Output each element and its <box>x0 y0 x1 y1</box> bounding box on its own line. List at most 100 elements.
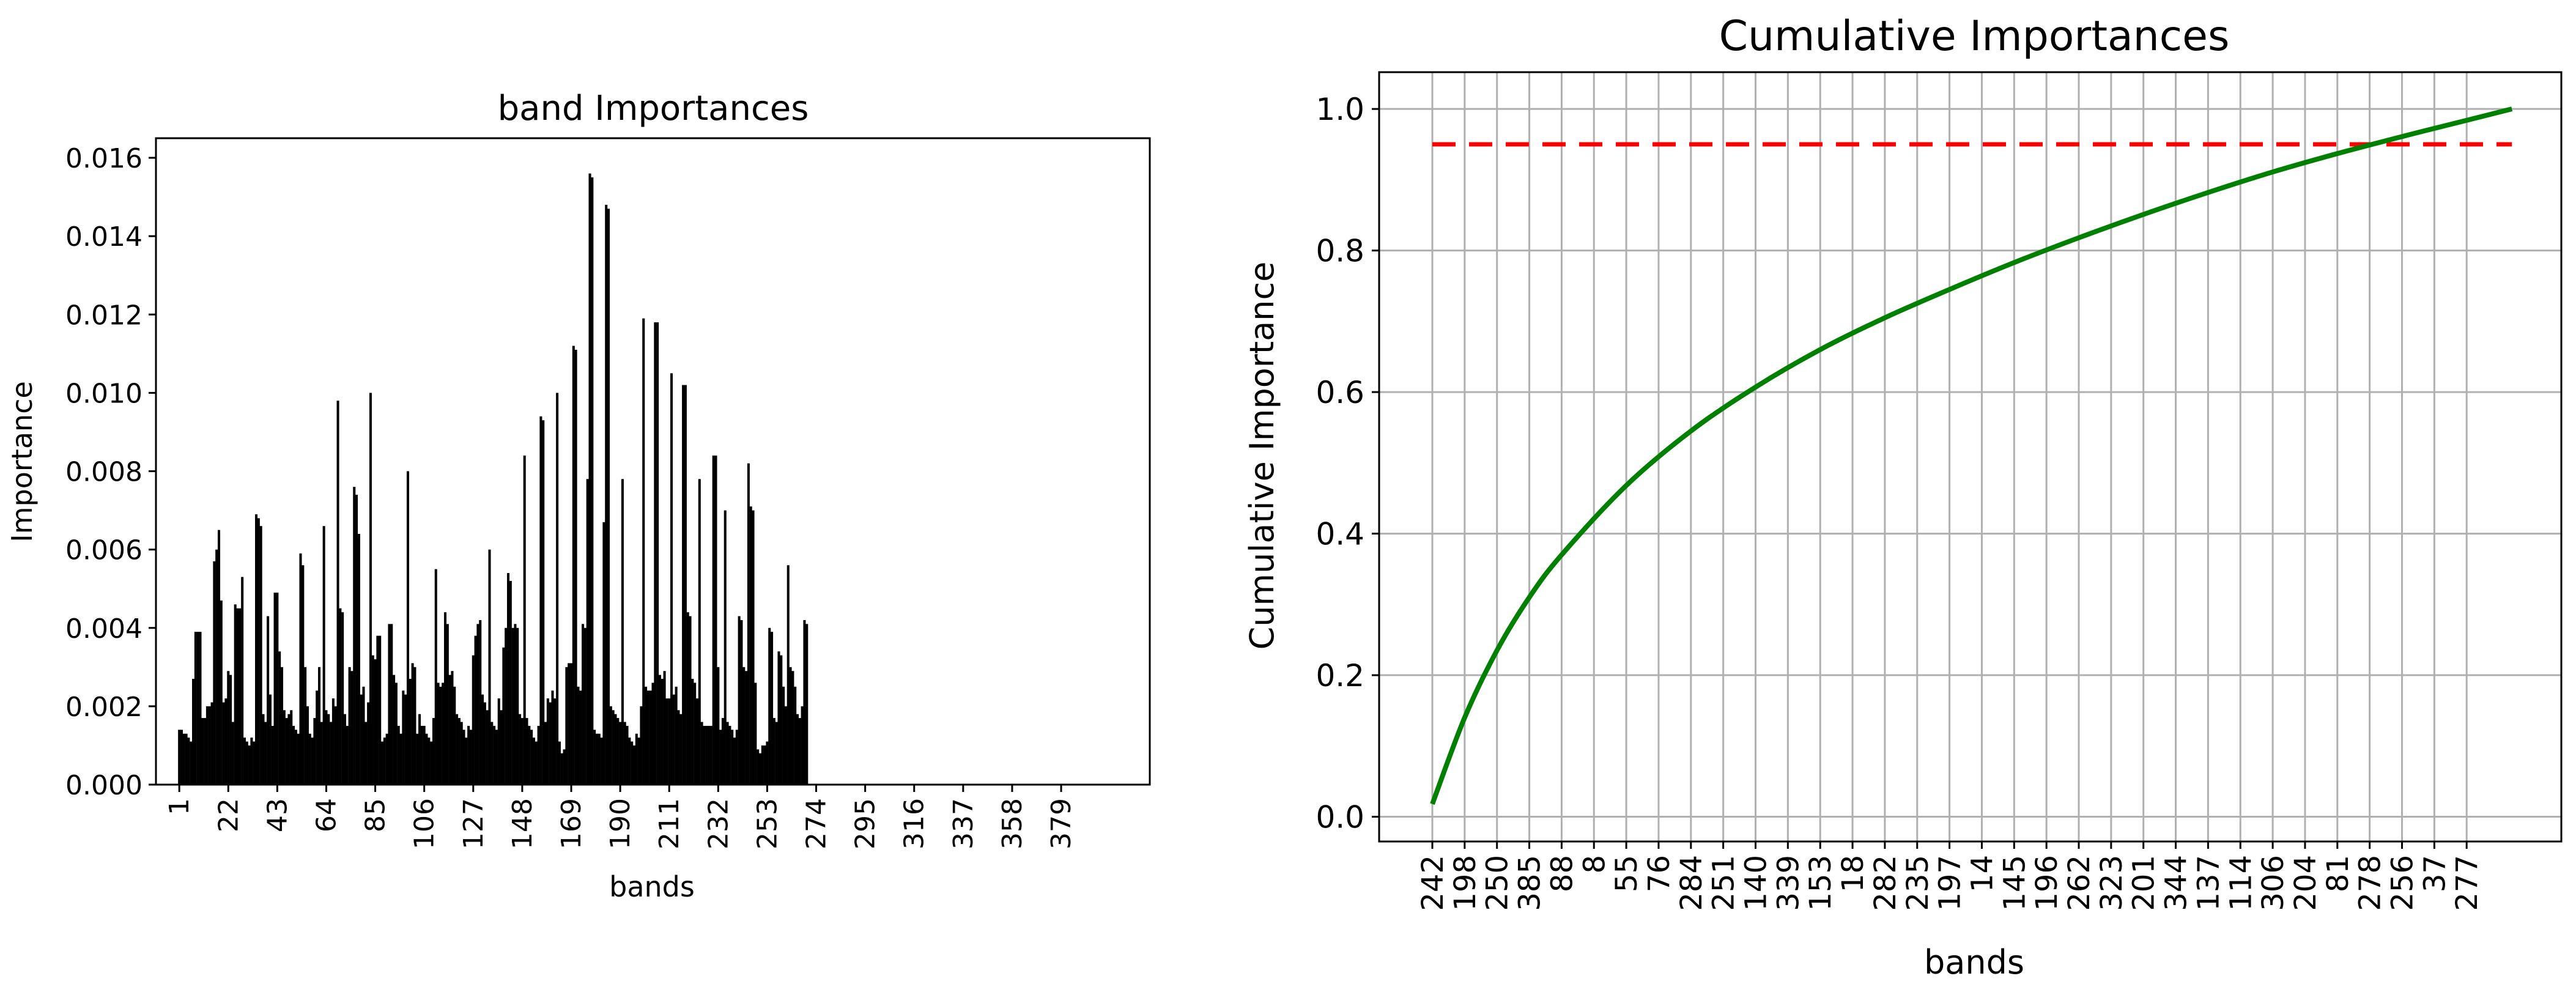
chart1-y-tick-label: 0.014 <box>65 221 142 253</box>
chart2-x-tick-label: 204 <box>2289 855 2323 911</box>
chart1-bar <box>322 526 325 785</box>
chart1-bar <box>229 675 232 785</box>
chart1-bar <box>754 682 757 785</box>
chart1-x-ticks: 1 22 43 64 85 106 127 148 169 190 211 232 253 274 295 3… <box>164 785 1077 849</box>
chart1-bar <box>241 577 244 785</box>
chart1-bar <box>586 479 589 785</box>
chart1-bar <box>786 565 790 785</box>
chart1-bar <box>397 725 400 785</box>
chart1-bar <box>442 682 445 785</box>
chart1-bar <box>469 730 472 785</box>
chart1-bar <box>537 725 540 785</box>
chart1-bar <box>614 714 617 785</box>
chart1-bar <box>479 620 482 785</box>
chart1-bar <box>708 725 711 785</box>
chart1-bar <box>640 706 643 785</box>
chart1-bar <box>194 632 197 785</box>
chart1-bar <box>574 349 577 785</box>
chart1-bar <box>805 624 809 785</box>
chart1-bar <box>379 635 382 785</box>
chart1-bar <box>367 702 370 785</box>
chart2-x-tick-label: 14 <box>1965 855 1999 892</box>
chart1-bar <box>290 710 293 785</box>
chart1-title: band Importances <box>498 89 809 128</box>
chart1-bar <box>621 479 624 785</box>
chart1-bar <box>402 690 405 785</box>
chart1-x-tick-label: 379 <box>1046 798 1077 849</box>
chart1-bar <box>782 686 785 785</box>
chart1-bar <box>248 745 251 785</box>
chart1-bar <box>593 730 596 785</box>
chart1-x-tick-label: 295 <box>850 798 881 849</box>
chart1-bar <box>705 725 708 785</box>
chart1-x-tick-label: 232 <box>703 798 734 849</box>
chart1-bar <box>243 738 246 785</box>
chart1-bar <box>679 714 683 785</box>
chart1-bar <box>320 722 323 785</box>
chart1-bar <box>542 420 545 785</box>
chart1-x-tick-label: 211 <box>654 798 685 849</box>
chart1-bar <box>694 682 697 785</box>
chart1-bar <box>619 722 622 785</box>
chart1-bar <box>495 730 498 785</box>
chart2-x-tick-label: 201 <box>2127 855 2161 911</box>
chart1-bar <box>803 620 806 785</box>
chart2-x-tick-label: 385 <box>1513 855 1547 911</box>
chart1-x-tick-label: 148 <box>507 798 538 849</box>
chart1-bar <box>726 722 729 785</box>
chart1-bar <box>327 714 330 785</box>
chart1-x-tick-label: 316 <box>899 798 930 849</box>
chart1-bar <box>308 733 311 785</box>
chart1-bar <box>276 593 279 785</box>
chart1-bar <box>572 346 575 785</box>
chart1-bar <box>250 738 253 785</box>
band-importances-chart: band Importances 0.0000.0020.0040.0060.0… <box>6 89 1151 903</box>
chart1-bar <box>509 580 512 785</box>
chart1-bar <box>628 738 631 785</box>
chart1-bar <box>331 698 335 785</box>
chart1-bar <box>588 173 591 785</box>
chart1-bar <box>411 663 414 785</box>
chart1-bar <box>511 627 514 785</box>
chart1-bar <box>180 730 183 785</box>
chart2-x-tick-label: 114 <box>2224 855 2258 911</box>
chart1-x-tick-label: 169 <box>556 798 587 849</box>
chart1-bar <box>738 616 741 785</box>
chart1-bar <box>472 655 475 785</box>
chart1-x-tick-label: 106 <box>409 798 440 849</box>
chart1-bar <box>698 479 701 785</box>
chart1-bar <box>302 565 305 785</box>
chart1-bar <box>771 632 774 785</box>
chart1-bars <box>178 173 809 785</box>
chart1-bar <box>453 686 456 785</box>
chart1-bar <box>763 745 766 785</box>
chart1-bar <box>304 667 307 785</box>
chart1-bar <box>294 730 297 785</box>
chart1-bar <box>317 667 321 785</box>
chart1-bar <box>350 671 353 785</box>
chart1-bar <box>791 671 794 785</box>
chart1-bar <box>299 553 302 785</box>
chart2-x-tick-label: 235 <box>1901 855 1935 911</box>
chart1-bar <box>418 714 421 785</box>
chart1-bar <box>178 730 181 785</box>
chart1-bar <box>187 738 190 785</box>
chart1-bar <box>448 675 451 785</box>
chart1-bar <box>385 733 388 785</box>
chart1-bar <box>190 741 193 785</box>
chart1-bar <box>357 534 360 785</box>
chart1-bar <box>661 679 664 785</box>
chart2-x-tick-label: 137 <box>2191 855 2226 911</box>
chart1-bar <box>497 698 500 785</box>
chart1-bar <box>579 690 582 785</box>
chart1-bar <box>369 393 372 785</box>
chart1-bar <box>393 675 396 785</box>
chart1-bar <box>757 749 760 785</box>
chart1-bar <box>675 686 678 785</box>
chart2-series-line <box>1430 106 2513 805</box>
chart1-bar <box>257 518 260 785</box>
chart1-y-tick-label: 0.006 <box>65 535 142 566</box>
chart1-bar <box>427 738 431 785</box>
chart1-x-tick-label: 127 <box>458 798 489 849</box>
chart1-bar <box>758 753 761 785</box>
